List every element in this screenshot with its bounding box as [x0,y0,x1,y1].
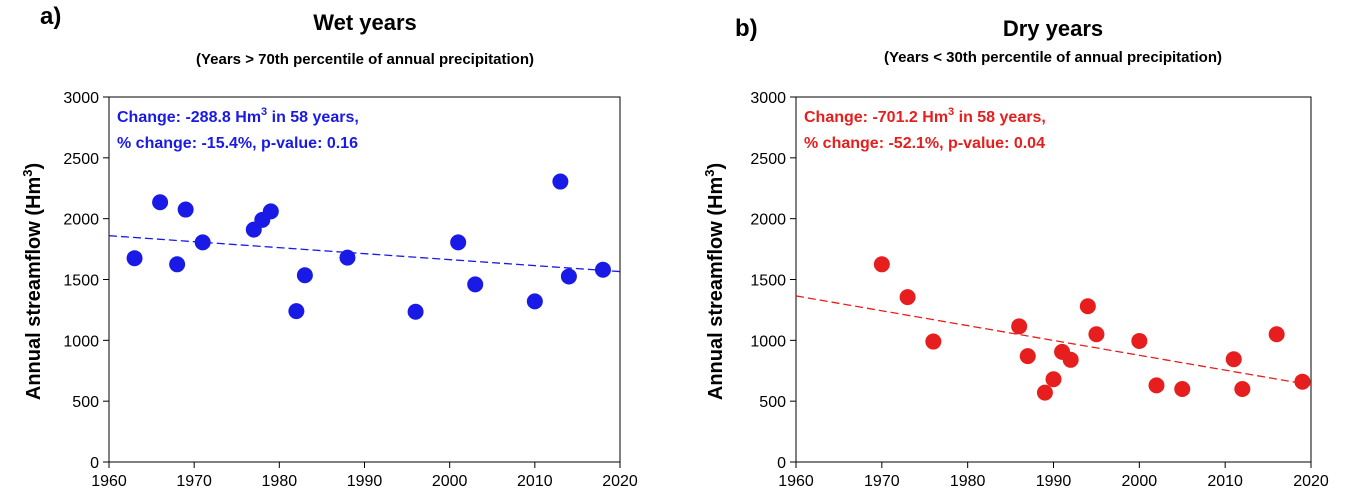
data-point [126,250,143,267]
data-point [288,303,305,320]
data-point [1079,298,1096,315]
x-tick-label: 2020 [602,473,638,490]
y-tick-label: 2500 [750,151,786,168]
panel-label: b) [735,15,758,42]
data-point [1019,348,1036,365]
data-point [152,194,169,211]
data-point [925,333,942,350]
x-tick-label: 2000 [432,473,468,490]
x-tick-label: 2000 [1122,473,1158,490]
data-point [1268,326,1285,343]
data-point [339,249,356,266]
data-point [296,267,313,284]
y-tick-label: 2000 [750,212,786,229]
data-point [169,256,186,273]
y-axis-label: Annual streamflow (Hm3) [20,163,45,400]
y-tick-label: 500 [72,394,99,411]
y-tick-label: 0 [777,455,786,472]
y-axis-label: Annual streamflow (Hm3) [702,163,727,400]
data-point [1045,371,1062,388]
y-tick-label: 0 [90,455,99,472]
data-point [1088,326,1105,343]
data-point [873,256,890,273]
annotation-part: in 58 years, [267,109,359,126]
annotation: % change: -52.1%, p-value: 0.04 [804,135,1045,152]
data-point [1294,373,1311,390]
y-tick-label: 1500 [63,273,99,290]
y-tick-label: 500 [759,394,786,411]
data-point [526,293,543,310]
annotation-part: 3 [948,106,954,118]
y-tick-label: 3000 [750,90,786,107]
data-point [1174,381,1191,397]
data-point [1131,332,1148,349]
annotation-part: in 58 years, [954,109,1046,126]
data-point [1234,381,1251,397]
y-tick-label: 1500 [750,273,786,290]
y-axis-label-part: ) [705,163,727,170]
annotation: % change: -15.4%, p-value: 0.16 [117,135,358,152]
data-point [899,289,916,306]
y-tick-label: 1000 [63,333,99,350]
y-tick-label: 2500 [63,151,99,168]
chart-subtitle: (Years < 30th percentile of annual preci… [884,49,1222,66]
x-tick-label: 1980 [262,473,298,490]
trend-line [795,295,1312,386]
y-axis-label-part: 3 [702,170,717,177]
y-tick-label: 2000 [63,212,99,229]
data-point [552,173,569,190]
data-point [1148,377,1165,394]
data-point [194,234,211,251]
data-point [1062,351,1079,368]
x-tick-label: 2020 [1293,473,1329,490]
annotation-part: Change: -701.2 Hm [804,109,948,126]
data-point [450,234,467,251]
x-tick-label: 1970 [864,473,900,490]
data-point [1225,351,1242,368]
x-tick-label: 1960 [778,473,814,490]
y-axis-label-part: Annual streamflow (Hm [23,177,45,400]
annotation-part: Change: -288.8 Hm [117,109,261,126]
y-axis-label-part: Annual streamflow (Hm [705,177,727,400]
annotation: Change: -701.2 Hm3 in 58 years, [804,106,1046,126]
x-tick-label: 1960 [91,473,127,490]
y-tick-label: 3000 [63,90,99,107]
panel-label: a) [40,3,61,30]
annotation: Change: -288.8 Hm3 in 58 years, [117,106,359,126]
data-point [594,261,611,278]
data-point [467,276,484,293]
x-tick-label: 2010 [517,473,553,490]
data-point [407,303,424,320]
data-point [560,268,577,285]
x-tick-label: 1990 [1036,473,1072,490]
annotation-part: 3 [261,106,267,118]
chart-subtitle: (Years > 70th percentile of annual preci… [196,51,534,68]
x-tick-label: 1990 [347,473,383,490]
data-point [262,203,279,220]
data-point [177,201,194,218]
y-tick-label: 1000 [750,333,786,350]
chart-title: Wet years [313,10,417,35]
y-axis-label-part: ) [23,163,45,170]
x-tick-label: 2010 [1207,473,1243,490]
trend-line [108,235,621,273]
x-tick-label: 1970 [176,473,212,490]
data-point [1011,318,1028,335]
data-point [1036,384,1053,401]
y-axis-label-part: 3 [20,170,35,177]
x-tick-label: 1980 [950,473,986,490]
chart-title: Dry years [1003,16,1103,41]
